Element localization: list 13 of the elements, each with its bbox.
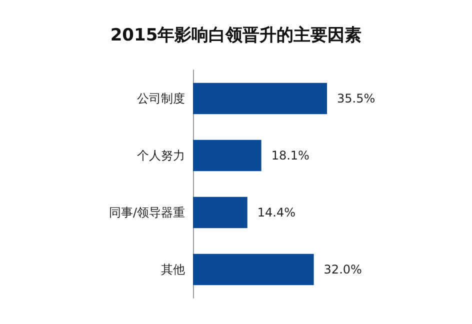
chart-title: 2015年影响白领晋升的主要因素 [110, 26, 362, 46]
y-tick-label: 其他 [161, 262, 185, 276]
y-tick-label: 公司制度 [137, 92, 185, 106]
bar [193, 196, 248, 228]
bar [193, 82, 328, 114]
data-label: 32.0% [324, 262, 362, 276]
data-label: 18.1% [271, 148, 310, 162]
y-tick-label: 个人努力 [137, 148, 185, 162]
bar [193, 254, 314, 286]
data-label: 35.5% [337, 92, 376, 106]
bar [193, 140, 262, 172]
data-label: 14.4% [257, 206, 296, 220]
y-tick-label: 同事/领导器重 [108, 206, 185, 220]
